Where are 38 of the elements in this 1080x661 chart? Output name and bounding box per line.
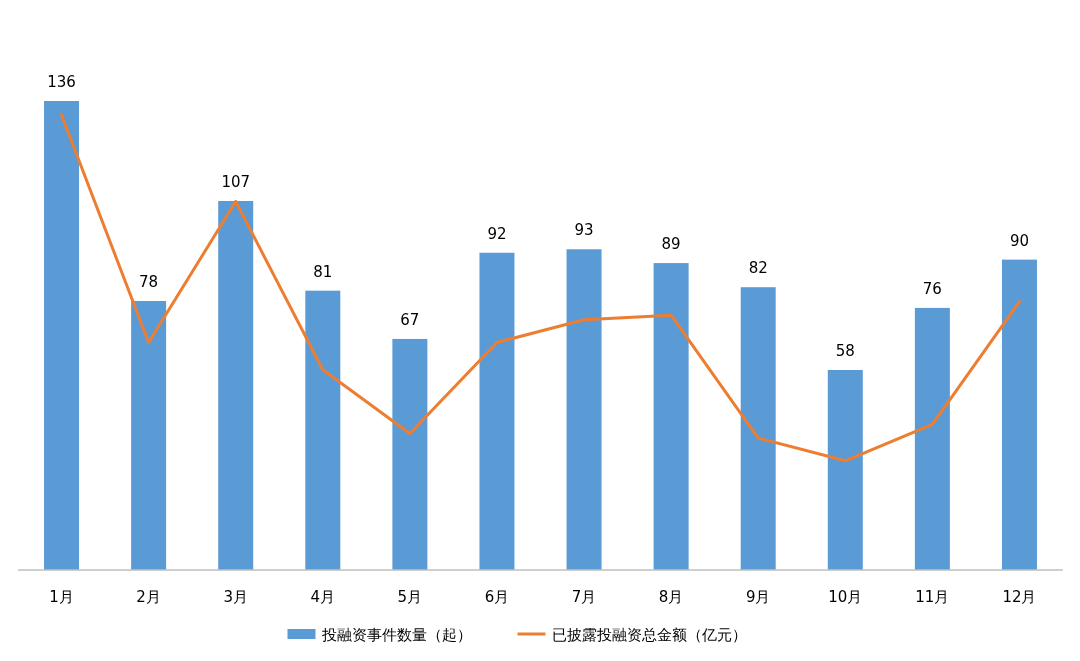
x-tick-label: 2月 [136, 588, 161, 606]
x-tick-label: 4月 [310, 588, 336, 606]
bar [44, 101, 80, 570]
legend-label: 已披露投融资总金额（亿元） [551, 626, 747, 644]
bar [392, 338, 428, 570]
data-label: 90 [1009, 231, 1030, 250]
bar [305, 290, 341, 570]
x-tick-label: 10月 [828, 588, 863, 606]
x-tick-label: 1月 [49, 588, 74, 606]
data-label: 89 [661, 235, 681, 254]
data-label: 93 [574, 221, 594, 240]
bar [653, 263, 689, 570]
data-label: 92 [487, 224, 507, 243]
bar [914, 307, 950, 570]
x-tick-label: 11月 [915, 588, 950, 606]
bar [740, 287, 776, 570]
x-tick-label: 3月 [223, 588, 248, 606]
x-tick-label: 8月 [658, 588, 684, 606]
x-tick-label: 6月 [484, 588, 510, 606]
legend-label: 投融资事件数量（起） [320, 626, 472, 644]
x-tick-label: 12月 [1002, 588, 1037, 606]
data-label: 82 [748, 259, 768, 278]
data-label: 81 [313, 262, 333, 281]
x-tick-label: 5月 [397, 588, 423, 606]
bar [479, 252, 515, 570]
data-label: 78 [139, 273, 159, 292]
data-label: 58 [835, 341, 855, 360]
data-label: 76 [922, 279, 942, 298]
bar [1001, 259, 1037, 570]
data-label: 67 [400, 310, 420, 329]
bar [827, 369, 863, 570]
bar [131, 301, 167, 570]
bar [218, 201, 254, 570]
x-tick-label: 7月 [571, 588, 597, 606]
data-label: 136 [47, 73, 76, 91]
data-label: 107 [221, 173, 251, 192]
x-tick-label: 9月 [745, 588, 771, 606]
bar [566, 249, 602, 570]
